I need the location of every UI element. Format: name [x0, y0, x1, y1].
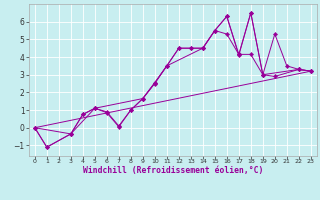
X-axis label: Windchill (Refroidissement éolien,°C): Windchill (Refroidissement éolien,°C) — [83, 166, 263, 175]
